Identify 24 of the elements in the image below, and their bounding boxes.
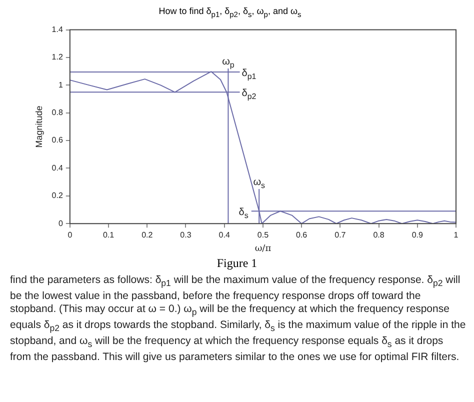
x-tick-label: 0.6 [296,230,308,240]
y-tick-label: 0.2 [52,191,64,200]
y-tick-label: 1.4 [52,25,64,34]
y-tick-label: 1.2 [52,52,64,62]
y-tick-label: 0 [58,218,64,228]
x-axis-title: ω/π [254,244,272,254]
x-tick-label: 0.3 [180,230,192,240]
y-tick-label: 1 [58,80,64,90]
y-axis-title: Magnitude [34,106,44,148]
x-tick-label: 1 [454,230,459,240]
y-tick-label: 0.8 [52,108,64,118]
text: find the parameters as follows: δ$_{p1}$ will be the maximum value of the frequency response. δ$_{p2}$ will be the lowest value in the passband, before the frequency response drops off toward the stopband. (This may occur at ω = 0.) ω$_{p}$ will be the frequency at which the frequency response equals δ$_{p2}$ as it drops towards the stopband. Similarly, δ$_{s}$ is the maximum value of the ripple in the stopband, and ω$_{s}$ will be the frequency at which the frequency response equals δ$_{s}$ as it drops from the passband. This will give us parameters similar to the ones we use for optimal FIR filters. [10,274,466,364]
caption: Figure 1 [216,256,258,271]
y-tick-label: 0.6 [52,136,64,145]
x-tick-label: 0.4 [218,230,230,240]
x-tick-label: 0.1 [102,230,115,240]
x-tick-label: 0.2 [142,230,154,240]
chart-title: How to find δ$_{p1}$, δ$_{p2}$, δ$_{s}$, ω$_{p}$, and ω$_{s}$ [158,6,302,19]
x-tick-label: 0 [68,230,73,240]
y-tick-label: 0.4 [52,163,64,172]
x-tick-label: 0.7 [334,230,346,240]
x-tick-label: 0.5 [257,230,270,240]
x-tick-label: 0.8 [373,230,385,240]
x-tick-label: 0.9 [412,230,424,240]
